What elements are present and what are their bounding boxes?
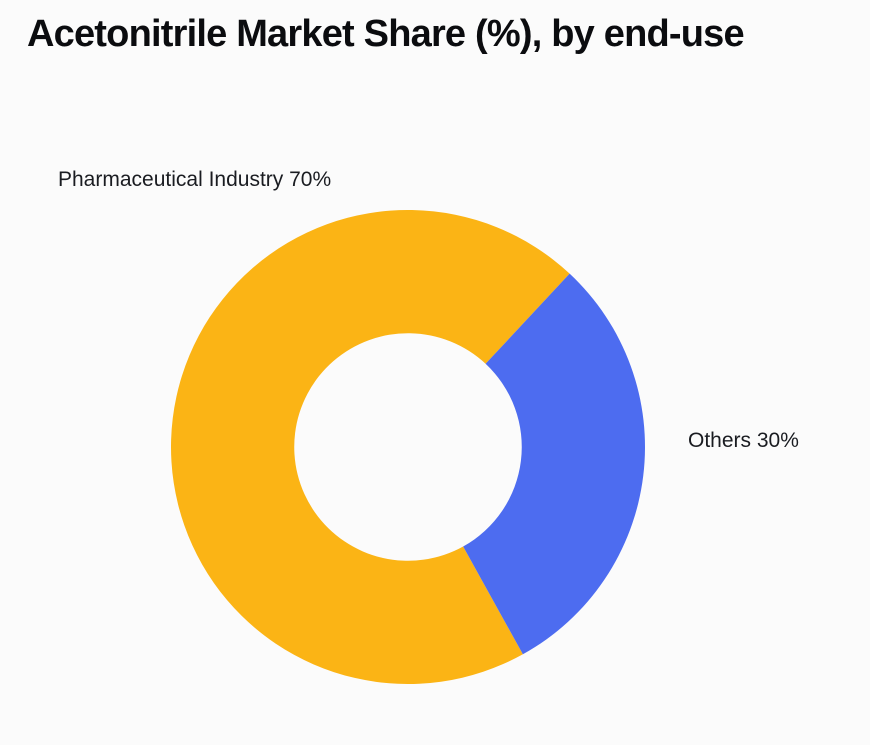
slice-label-pharmaceutical-industry: Pharmaceutical Industry 70% xyxy=(58,168,332,191)
chart-title: Acetonitrile Market Share (%), by end-us… xyxy=(27,13,745,55)
donut-slice-pharmaceutical-industry[interactable] xyxy=(171,210,570,684)
donut-chart xyxy=(171,210,645,684)
slice-label-others: Others 30% xyxy=(688,429,799,452)
donut-slice-others[interactable] xyxy=(463,273,645,655)
